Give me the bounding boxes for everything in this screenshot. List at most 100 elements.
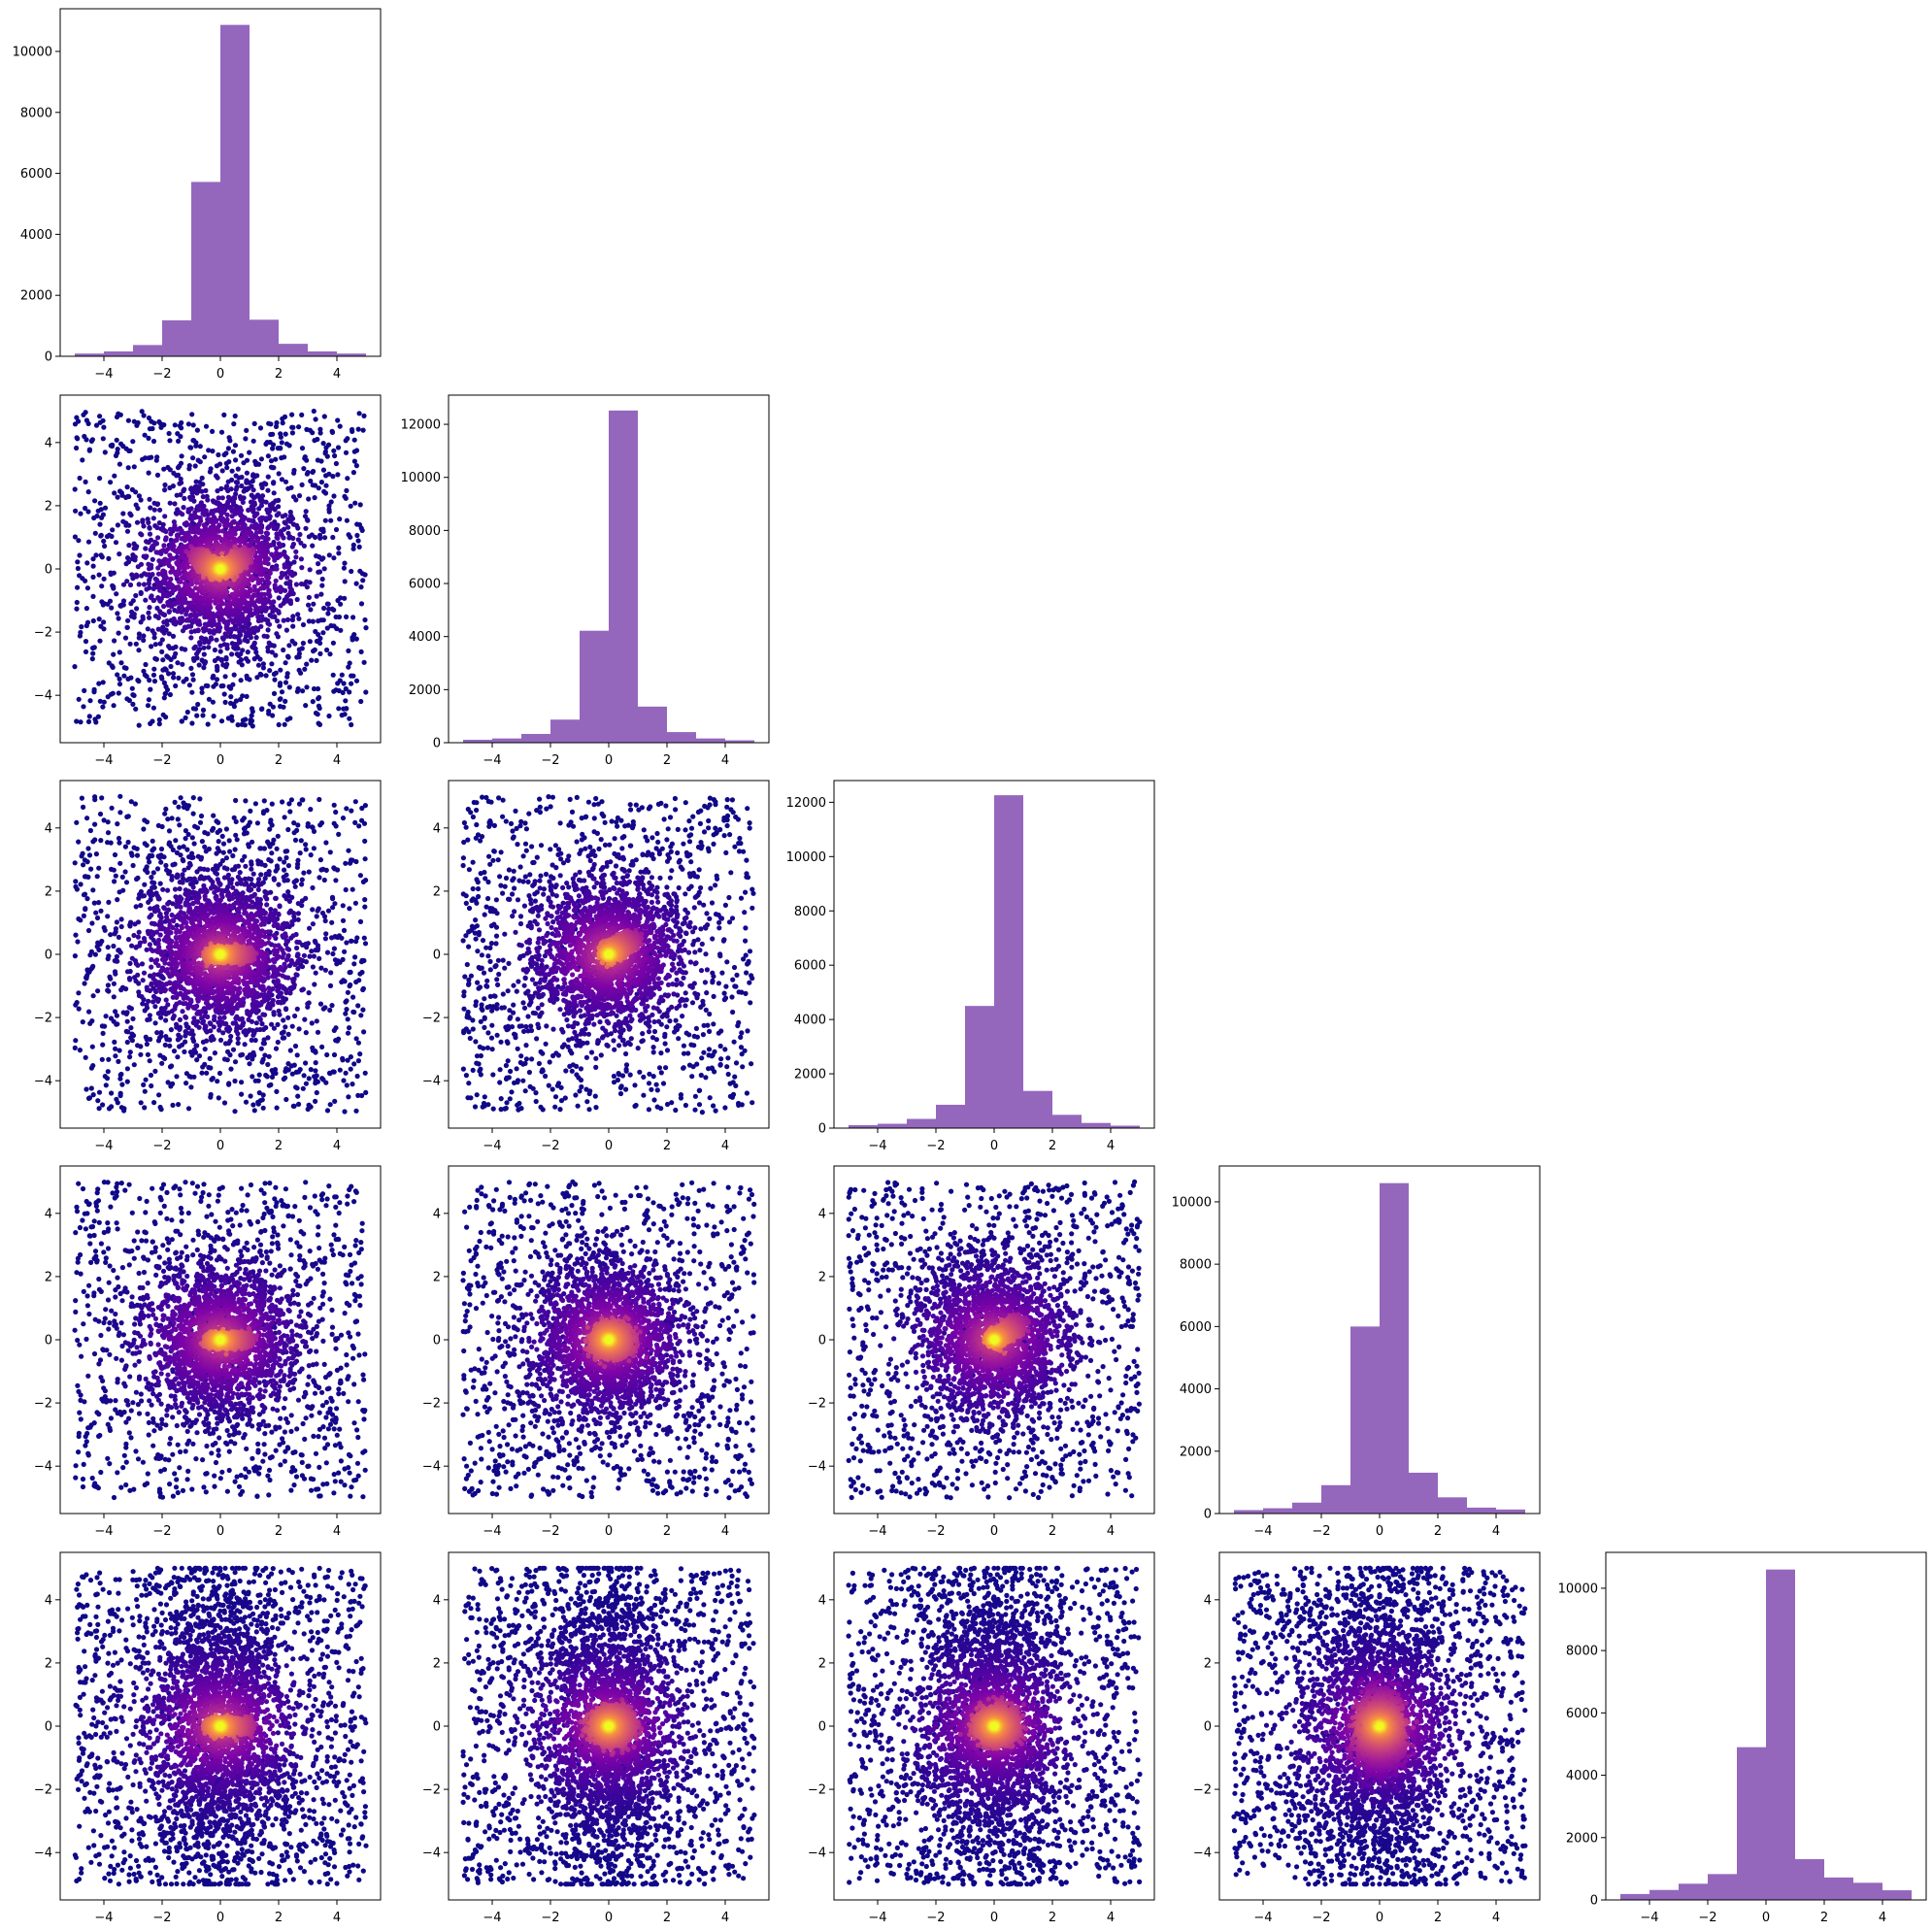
scatter-2-1-point [290, 430, 295, 435]
scatter-2-1-point [267, 668, 272, 673]
scatter-2-1-point [97, 639, 102, 644]
scatter-2-1-point [130, 692, 135, 697]
scatter-2-1-point [349, 722, 353, 727]
scatter-2-1-point [259, 503, 264, 508]
scatter-2-1-point [202, 651, 207, 656]
scatter-2-1-point [258, 593, 263, 598]
scatter-2-1-point [76, 538, 81, 543]
scatter-2-1-point [245, 674, 250, 679]
scatter-2-1-point [132, 464, 137, 469]
scatter-2-1-point [256, 614, 261, 618]
scatter-2-1-point [183, 521, 187, 526]
scatter-2-1-point [226, 446, 231, 450]
scatter-2-1-point [357, 545, 362, 549]
scatter-2-1-point [221, 413, 226, 417]
scatter-2-1-point [304, 427, 309, 432]
scatter-2-1-point [354, 463, 359, 468]
scatter-2-1-point [244, 487, 249, 492]
scatter-2-1-point [240, 648, 245, 652]
scatter-2-1-point [162, 483, 167, 487]
scatter-2-1-point [347, 532, 351, 537]
scatter-2-1-point [75, 559, 80, 564]
scatter-2-1-point [362, 660, 367, 665]
scatter-2-1-point [96, 715, 101, 719]
scatter-2-1-point [258, 624, 263, 629]
scatter-2-1-point [276, 446, 281, 450]
scatter-2-1-point [287, 684, 292, 689]
scatter-2-1-point [362, 617, 367, 622]
scatter-2-1-point [134, 573, 139, 578]
scatter-2-1-point [108, 599, 113, 604]
scatter-2-1-point [75, 585, 80, 590]
scatter-2-1-point [314, 658, 318, 663]
scatter-2-1-point [168, 664, 173, 669]
scatter-2-1-point [296, 686, 301, 691]
scatter-2-1-point [331, 449, 336, 453]
scatter-2-1-point [111, 584, 116, 589]
scatter-2-1-point [108, 571, 113, 576]
scatter-2-1-point [278, 668, 283, 673]
scatter-2-1-point [194, 490, 199, 495]
scatter-2-1-point [336, 706, 341, 711]
scatter-2-1-point [143, 662, 148, 667]
scatter-2-1-point [280, 689, 284, 694]
scatter-2-1-point [260, 485, 265, 490]
scatter-2-1-point [340, 713, 345, 717]
scatter-2-1-point [243, 436, 248, 441]
scatter-2-1-point [251, 487, 256, 492]
scatter-2-1-point [287, 716, 292, 720]
scatter-2-1-point [77, 697, 82, 702]
scatter-2-1-point [318, 592, 323, 597]
scatter-2-1-point [336, 550, 341, 555]
scatter-2-1-points [72, 409, 368, 729]
scatter-2-1-point [206, 645, 211, 649]
scatter-2-1-point [272, 691, 277, 696]
scatter-2-1-point [150, 718, 154, 723]
scatter-2-1-point [85, 620, 90, 625]
scatter-2-1-point [318, 430, 323, 435]
scatter-2-1-point [293, 554, 298, 559]
scatter-2-1-point [117, 616, 121, 620]
scatter-2-1-point [279, 603, 283, 608]
scatter-2-1-point [271, 480, 276, 484]
scatter-2-1-point [327, 552, 332, 557]
scatter-2-1-point [161, 604, 166, 609]
scatter-2-1-point [84, 560, 89, 565]
scatter-2-1-point [83, 579, 87, 583]
scatter-2-1-point [331, 493, 336, 498]
scatter-2-1-point [77, 552, 82, 557]
scatter-2-1-point [335, 417, 340, 422]
hist-1-bar [220, 25, 250, 356]
scatter-2-1-point [238, 632, 243, 637]
scatter-2-1-point [205, 497, 210, 502]
scatter-2-1-point [266, 475, 271, 480]
scatter-2-1-point [354, 679, 359, 683]
scatter-2-1-point [130, 686, 135, 691]
scatter-2-1-point [338, 678, 343, 683]
scatter-2-1-point [86, 540, 91, 545]
scatter-2-1-point [349, 682, 353, 686]
scatter-2-1-point [283, 432, 288, 437]
scatter-2-1-point [207, 697, 212, 702]
scatter-2-1-point [147, 605, 151, 610]
scatter-2-1-point [189, 412, 194, 416]
scatter-2-1-point [198, 444, 203, 449]
scatter-2-1-point [297, 648, 302, 652]
scatter-2-1-point [290, 536, 295, 541]
scatter-2-1-point [301, 641, 306, 646]
hist-1-xtick-label: 4 [333, 367, 341, 382]
scatter-2-1-point [304, 662, 309, 667]
scatter-2-1-point [144, 572, 149, 577]
scatter-2-1-point [317, 536, 322, 541]
scatter-2-1-point [85, 585, 90, 590]
scatter-2-1-point [121, 598, 126, 603]
scatter-2-1-point [123, 666, 128, 671]
scatter-2-1-point [141, 523, 146, 528]
scatter-2-1-point [162, 487, 167, 492]
scatter-2-1-point [177, 482, 182, 486]
scatter-2-1-point [358, 584, 363, 589]
scatter-2-1-point [299, 413, 304, 417]
scatter-2-1-point [231, 495, 236, 500]
scatter-2-1-point [272, 490, 277, 495]
scatter-2-1-point [194, 714, 199, 718]
